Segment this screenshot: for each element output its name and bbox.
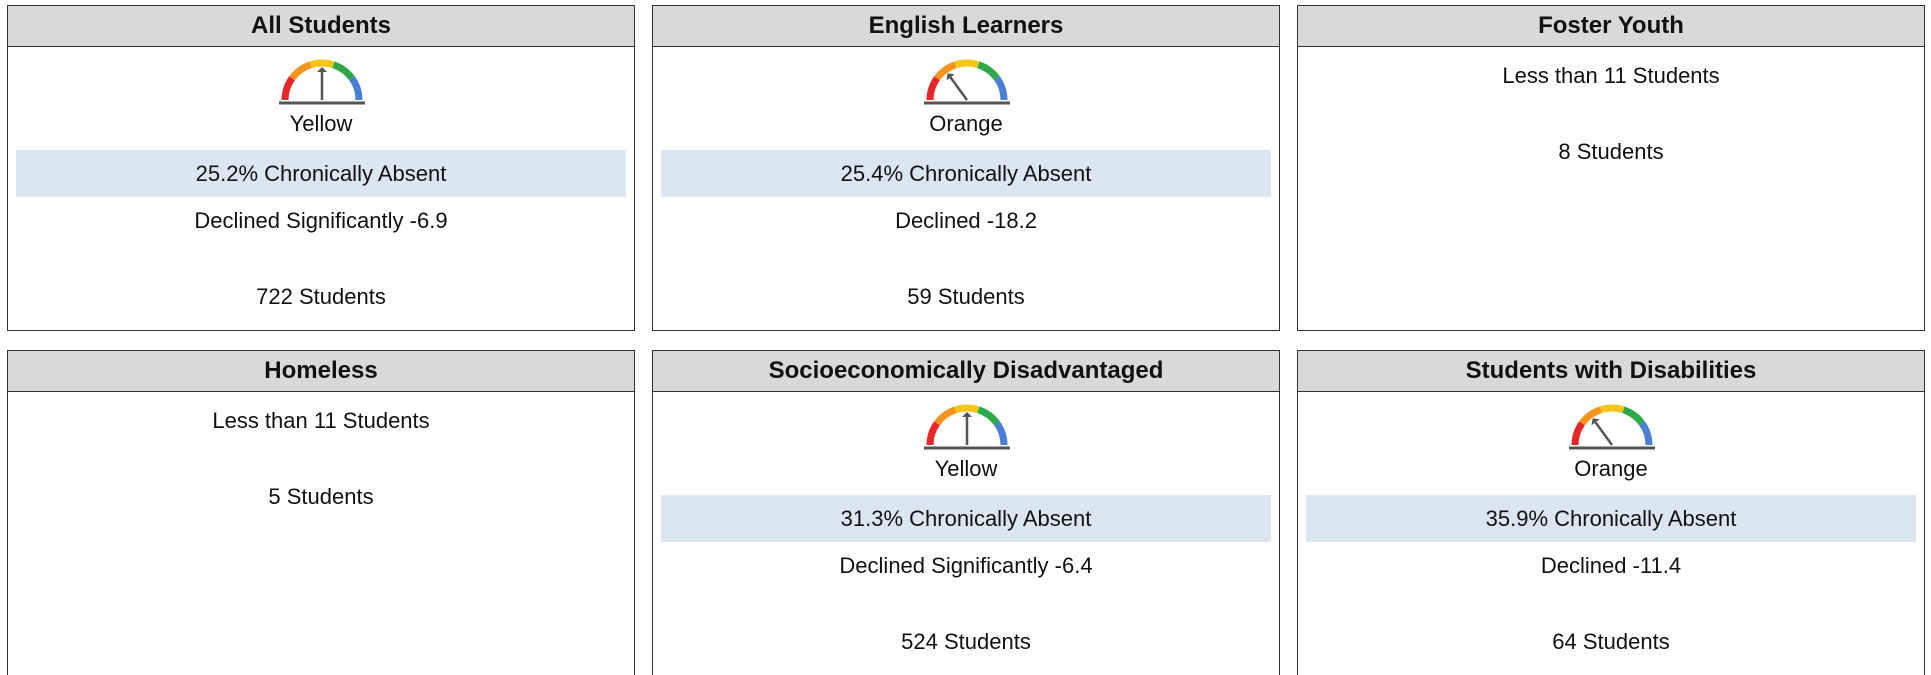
status-label: Yellow	[289, 111, 353, 136]
card-title: All Students	[8, 6, 634, 47]
gauge-segment	[1571, 421, 1586, 446]
card: All Students Yellow 25.2% Chronically Abse…	[7, 5, 635, 331]
gauge-segment	[1622, 406, 1645, 426]
gauge-segment	[281, 76, 296, 101]
gauge-segment	[926, 76, 941, 101]
student-count: 8 Students	[1558, 139, 1664, 164]
gauge-segment	[934, 61, 957, 81]
card-title: Homeless	[8, 351, 634, 392]
gauge-segment	[934, 406, 957, 426]
card-title: English Learners	[653, 6, 1279, 47]
change: Declined Significantly -6.9	[194, 208, 448, 233]
card-title: Foster Youth	[1298, 6, 1924, 47]
card: Homeless Less than 11 Students 5 Students	[7, 350, 635, 675]
gauge-needle-head	[962, 412, 972, 417]
rate-band	[661, 495, 1271, 542]
student-count: 59 Students	[907, 284, 1025, 309]
rate: 25.4% Chronically Absent	[840, 161, 1092, 186]
gauge-segment	[309, 59, 335, 69]
rate-band	[16, 150, 626, 197]
gauge-segment	[289, 61, 312, 81]
student-count: 524 Students	[901, 629, 1031, 654]
note: Less than 11 Students	[1502, 63, 1720, 88]
gauge-needle-head	[1591, 418, 1600, 426]
rate-band	[1306, 495, 1916, 542]
gauge	[924, 404, 1010, 450]
student-count: 5 Students	[268, 484, 374, 509]
card: English Learners Orange 25.4% Chronically …	[652, 5, 1280, 331]
note: Less than 11 Students	[212, 408, 430, 433]
change: Declined -11.4	[1540, 553, 1682, 578]
change: Declined -18.2	[895, 208, 1037, 233]
rate-band	[661, 150, 1271, 197]
gauge-segment	[954, 59, 980, 69]
status-label: Orange	[1574, 456, 1648, 481]
student-count: 722 Students	[256, 284, 386, 309]
gauge	[279, 59, 365, 105]
rate: 35.9% Chronically Absent	[1485, 506, 1737, 531]
gauge-segment	[993, 421, 1008, 446]
gauge-segment	[954, 404, 980, 414]
gauge-segment	[348, 76, 363, 101]
gauge-segment	[977, 406, 1000, 426]
card-title: Socioeconomically Disadvantaged	[653, 351, 1279, 392]
rate: 31.3% Chronically Absent	[840, 506, 1092, 531]
gauge-segment	[332, 61, 355, 81]
gauge-needle	[949, 76, 969, 101]
gauge	[924, 59, 1010, 105]
gauge-needle-head	[946, 73, 955, 81]
gauge	[1569, 404, 1655, 450]
change: Declined Significantly -6.4	[839, 553, 1093, 578]
student-count: 64 Students	[1552, 629, 1670, 654]
gauge-segment	[977, 61, 1000, 81]
card: Foster Youth Less than 11 Students 8 Stude…	[1297, 5, 1925, 331]
card-title: Students with Disabilities	[1298, 351, 1924, 392]
gauge-segment	[926, 421, 941, 446]
status-label: Orange	[929, 111, 1003, 136]
card: Socioeconomically Disadvantaged Yellow 31.…	[652, 350, 1280, 675]
gauge-segment	[993, 76, 1008, 101]
status-label: Yellow	[934, 456, 998, 481]
gauge-segment	[1599, 404, 1625, 414]
card: Students with Disabilities Orange 35.9% Ch…	[1297, 350, 1925, 675]
gauge-needle-head	[317, 67, 327, 72]
gauge-segment	[1579, 406, 1602, 426]
rate: 25.2% Chronically Absent	[195, 161, 447, 186]
gauge-needle	[1594, 421, 1614, 446]
gauge-segment	[1638, 421, 1653, 446]
